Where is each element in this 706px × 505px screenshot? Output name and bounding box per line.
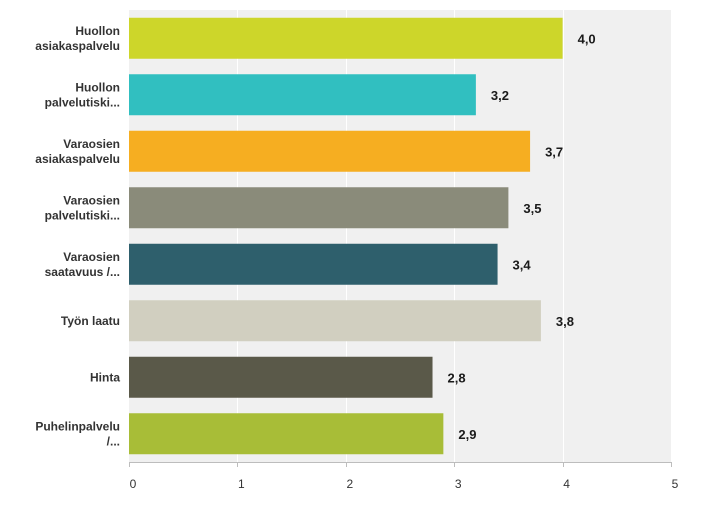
category-label: Huollon — [75, 24, 120, 38]
x-tick-label: 1 — [238, 477, 245, 491]
data-label: 3,4 — [513, 257, 532, 272]
data-label: 2,9 — [458, 427, 476, 442]
x-tick-label: 0 — [130, 477, 137, 491]
category-label: palvelutiski... — [45, 95, 120, 109]
category-label: saatavuus /... — [45, 265, 120, 279]
category-label: Työn laatu — [61, 314, 120, 328]
category-label: Puhelinpalvelu — [35, 419, 120, 433]
x-tick-label: 5 — [672, 477, 679, 491]
bar — [129, 243, 498, 285]
category-label: asiakaspalvelu — [35, 152, 120, 166]
bar — [129, 74, 476, 116]
category-label: asiakaspalvelu — [35, 39, 120, 53]
bar — [129, 413, 444, 455]
category-label: Varaosien — [63, 137, 120, 151]
data-label: 3,2 — [491, 88, 509, 103]
bar — [129, 187, 509, 229]
category-label: /... — [107, 434, 120, 448]
category-label: palvelutiski... — [45, 208, 120, 222]
category-label: Huollon — [75, 80, 120, 94]
data-label: 3,8 — [556, 314, 574, 329]
data-label: 4,0 — [578, 31, 596, 46]
bar — [129, 356, 433, 398]
category-label: Varaosien — [63, 250, 120, 264]
x-tick-label: 4 — [563, 477, 570, 491]
data-label: 2,8 — [448, 370, 466, 385]
data-label: 3,5 — [523, 201, 541, 216]
bar — [129, 130, 531, 172]
bar — [129, 300, 541, 342]
x-tick-label: 3 — [455, 477, 462, 491]
bar — [129, 17, 563, 59]
data-label: 3,7 — [545, 144, 563, 159]
category-label: Varaosien — [63, 193, 120, 207]
x-tick-label: 2 — [346, 477, 353, 491]
category-label: Hinta — [90, 370, 120, 384]
